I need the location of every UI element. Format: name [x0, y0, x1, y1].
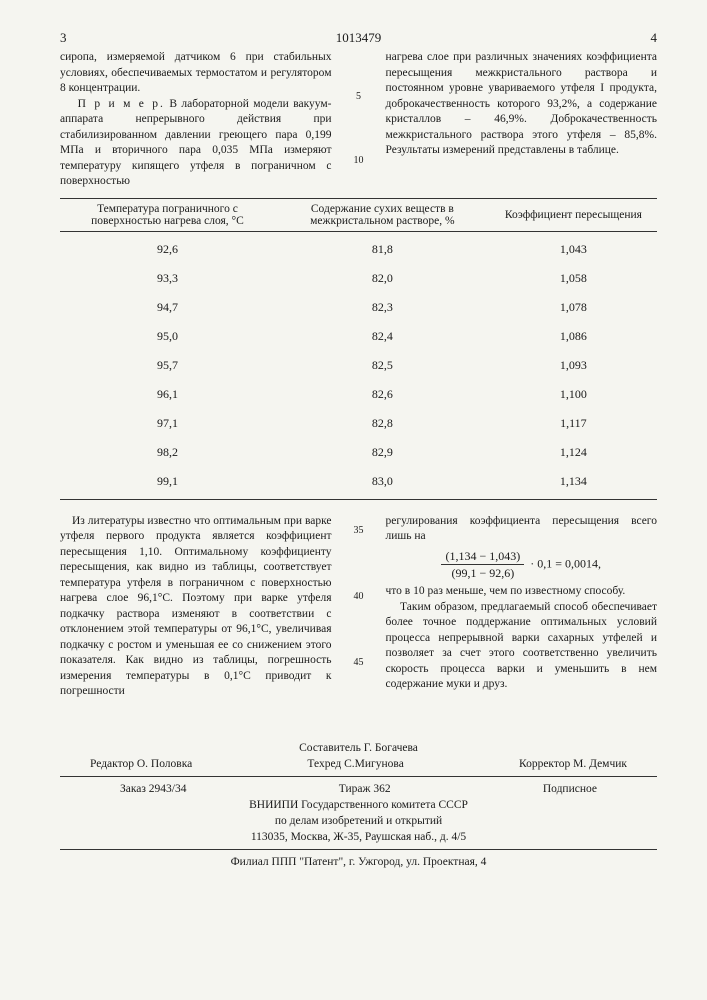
page-num-left: 3 [60, 30, 67, 46]
example-label: П р и м е р. [78, 98, 165, 110]
bottom-left-col: Из литературы известно что оптимальным п… [60, 514, 332, 700]
tirazh: Тираж 362 [339, 781, 391, 797]
top-left-p2: В лабораторной модели вакуум-аппарата не… [60, 98, 332, 188]
corrector: Корректор М. Демчик [519, 756, 627, 772]
doc-number: 1013479 [336, 30, 382, 46]
divider-2 [60, 849, 657, 850]
table-row: 97,182,81,117 [60, 412, 657, 441]
th-solids: Содержание сухих веществ в межкристально… [275, 198, 490, 231]
org1: ВНИИПИ Государственного комитета СССР [60, 797, 657, 813]
table-row: 94,782,31,078 [60, 296, 657, 325]
bottom-two-column: Из литературы известно что оптимальным п… [60, 514, 657, 700]
bottom-right-end: Таким образом, предлагаемый способ обесп… [386, 601, 658, 691]
formula: (1,134 − 1,043) (99,1 − 92,6) · 0,1 = 0,… [386, 548, 658, 581]
editor: Редактор О. Половка [90, 756, 192, 772]
bottom-right-mid: что в 10 раз меньше, чем по известному с… [386, 585, 626, 597]
techred: Техред С.Мигунова [307, 756, 403, 772]
page-num-right: 4 [651, 30, 658, 46]
fraction: (1,134 − 1,043) (99,1 − 92,6) [441, 548, 524, 581]
compiler: Составитель Г. Богачева [60, 740, 657, 756]
table-row: 95,782,51,093 [60, 354, 657, 383]
branch: Филиал ППП "Патент", г. Ужгород, ул. Про… [60, 854, 657, 870]
top-right-col: нагрева слое при различных значениях коэ… [386, 50, 658, 190]
table-row: 92,681,81,043 [60, 231, 657, 267]
th-coef: Коэффициент пересыщения [490, 198, 657, 231]
data-table: Температура пограничного с поверхностью … [60, 198, 657, 500]
bottom-right-pre: регулирования коэффициента пересыщения в… [386, 515, 658, 543]
table-row: 95,082,41,086 [60, 325, 657, 354]
top-left-col: сиропа, измеряемой датчиком 6 при стабил… [60, 50, 332, 190]
frac-bot: (99,1 − 92,6) [441, 565, 524, 581]
frac-top: (1,134 − 1,043) [441, 548, 524, 565]
th-temp: Температура пограничного с поверхностью … [60, 198, 275, 231]
patent-page: 3 1013479 4 сиропа, измеряемой датчиком … [0, 0, 707, 1000]
table-body: 92,681,81,043 93,382,01,058 94,782,31,07… [60, 231, 657, 499]
line-marks-top: 5 10 [352, 50, 366, 190]
bottom-left-p: Из литературы известно что оптимальным п… [60, 515, 332, 698]
order-row: Заказ 2943/34 Тираж 362 Подписное [60, 781, 657, 797]
top-two-column: сиропа, измеряемой датчиком 6 при стабил… [60, 50, 657, 190]
top-right-p: нагрева слое при различных значениях коэ… [386, 51, 658, 156]
org2: по делам изобретений и открытий [60, 813, 657, 829]
order-num: Заказ 2943/34 [120, 781, 187, 797]
line-marks-bottom: 35 40 45 [352, 514, 366, 700]
table-row: 99,183,01,134 [60, 470, 657, 500]
bottom-right-col: регулирования коэффициента пересыщения в… [386, 514, 658, 700]
footer-block: Составитель Г. Богачева Редактор О. Поло… [60, 740, 657, 871]
addr1: 113035, Москва, Ж-35, Раушская наб., д. … [60, 829, 657, 845]
credits-row: Редактор О. Половка Техред С.Мигунова Ко… [60, 756, 657, 772]
top-left-p1: сиропа, измеряемой датчиком 6 при стабил… [60, 51, 332, 94]
table-row: 93,382,01,058 [60, 267, 657, 296]
table-row: 96,182,61,100 [60, 383, 657, 412]
podpisnoe: Подписное [543, 781, 597, 797]
table-row: 98,282,91,124 [60, 441, 657, 470]
divider-1 [60, 776, 657, 777]
formula-tail: · 0,1 = 0,0014, [530, 556, 601, 570]
page-header: 3 1013479 4 [60, 30, 657, 46]
